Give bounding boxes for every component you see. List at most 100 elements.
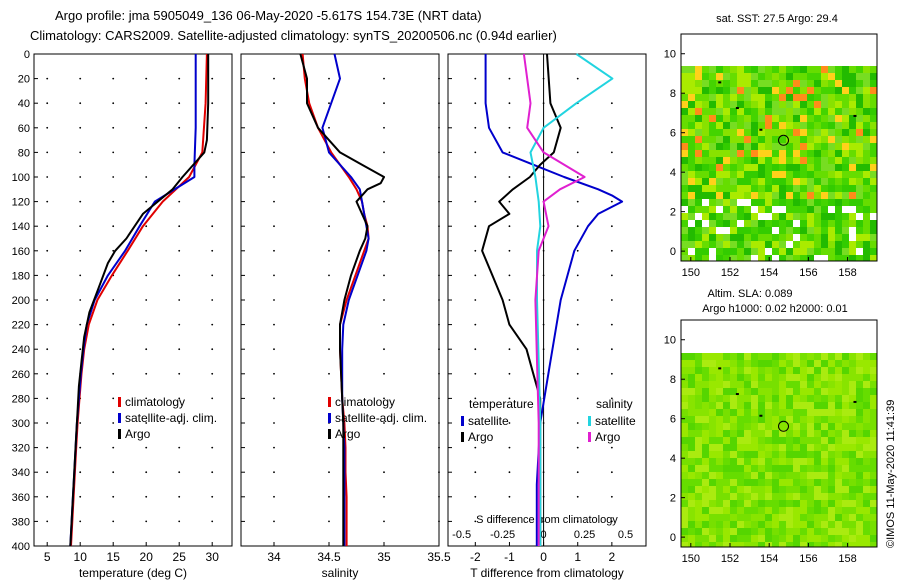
sla-map-cell bbox=[828, 451, 835, 458]
sst-map-cell bbox=[849, 108, 856, 115]
diff-grid-dot bbox=[474, 200, 477, 203]
diff-grid-dot bbox=[474, 176, 477, 178]
sst-map-cell bbox=[716, 150, 723, 157]
sst-map-cell bbox=[681, 136, 688, 143]
sla-map-cell bbox=[849, 430, 856, 437]
sst-map-cell bbox=[800, 157, 807, 164]
temp-grid-dot bbox=[112, 397, 115, 400]
sal-xtick-label: 35 bbox=[377, 550, 391, 564]
diff-grid-dot bbox=[576, 397, 579, 400]
temp-grid-dot bbox=[112, 323, 115, 326]
sst-map-cell bbox=[800, 164, 807, 171]
sst-map-cell bbox=[835, 248, 842, 255]
temp-grid-dot bbox=[46, 446, 49, 449]
sla-map-cell bbox=[786, 374, 793, 381]
sla-map-cell bbox=[744, 388, 751, 395]
sst-map-cell bbox=[828, 108, 835, 115]
sla-map-cell bbox=[716, 374, 723, 381]
sst-map-cell bbox=[709, 129, 716, 136]
sla-map-cell bbox=[814, 353, 821, 360]
sst-map-cell bbox=[793, 241, 800, 248]
sst-map-cell bbox=[772, 227, 779, 234]
temp-grid-dot bbox=[145, 495, 148, 498]
sst-map-cell bbox=[695, 192, 702, 199]
sst-map-cell bbox=[849, 73, 856, 80]
sal-grid-dot bbox=[328, 77, 330, 80]
sst-map-cell bbox=[779, 150, 786, 157]
sst-map-cell bbox=[800, 199, 807, 206]
diff-grid-dot bbox=[474, 520, 477, 523]
sla-map-cell bbox=[842, 500, 849, 507]
sst-map-cell bbox=[849, 129, 856, 136]
sla-map-cell bbox=[688, 388, 695, 395]
sla-map-cell bbox=[835, 514, 842, 521]
sst-map-cell bbox=[716, 241, 723, 248]
sst-map-cell bbox=[786, 192, 793, 199]
sla-map-cell bbox=[744, 402, 751, 409]
sst-map-cell bbox=[870, 220, 877, 227]
sal-grid-dot bbox=[273, 495, 275, 498]
sla-map-cell bbox=[800, 395, 807, 402]
sla-map-cell bbox=[688, 493, 695, 500]
sst-map-cell bbox=[737, 227, 744, 234]
sla-map-cell bbox=[835, 437, 842, 444]
sla-map-cell bbox=[863, 367, 870, 374]
sla-map-cell bbox=[723, 514, 730, 521]
sst-map-cell bbox=[786, 234, 793, 241]
sst-map-cell bbox=[723, 199, 730, 206]
sst-map-cell bbox=[723, 150, 730, 157]
sla-map-cell bbox=[737, 528, 744, 535]
sal-grid-dot bbox=[383, 446, 385, 449]
sst-map-cell bbox=[723, 255, 730, 261]
sla-map-cell bbox=[751, 535, 758, 542]
sst-map-cell bbox=[688, 108, 695, 115]
sst-map-cell bbox=[828, 241, 835, 248]
sal-grid-dot bbox=[273, 471, 275, 474]
sla-map-cell bbox=[744, 528, 751, 535]
sst-map-ytick-label: 6 bbox=[670, 128, 676, 140]
sst-map-cell bbox=[681, 227, 688, 234]
sla-map-cell bbox=[863, 402, 870, 409]
sst-map-cell bbox=[779, 94, 786, 101]
sst-map-cell bbox=[807, 108, 814, 115]
sst-map-cell bbox=[737, 171, 744, 178]
sst-map-cell bbox=[835, 87, 842, 94]
temp-grid-dot bbox=[79, 495, 82, 498]
sla-map-cell bbox=[737, 388, 744, 395]
sla-map-cell bbox=[709, 437, 716, 444]
salinity-panel: 34 34.5 35 35.5salinityclimatologysatellite… bbox=[240, 53, 451, 580]
sst-map-cell bbox=[779, 157, 786, 164]
sst-map-cell bbox=[730, 143, 737, 150]
sst-map-cell bbox=[702, 87, 709, 94]
temp-legend-label-black: Argo bbox=[125, 427, 151, 441]
sla-map-cell bbox=[758, 437, 765, 444]
sla-map-cell bbox=[863, 416, 870, 423]
sla-map-cell bbox=[723, 458, 730, 465]
sla-map-cell bbox=[786, 395, 793, 402]
sla-map-cell bbox=[758, 458, 765, 465]
sla-map-cell bbox=[800, 451, 807, 458]
temp-grid-dot bbox=[211, 225, 214, 228]
sal-xlabel: salinity bbox=[322, 566, 359, 580]
sla-map-cell bbox=[793, 416, 800, 423]
sla-map-cell bbox=[793, 458, 800, 465]
sla-map-cell bbox=[737, 437, 744, 444]
sla-map-cell bbox=[737, 374, 744, 381]
sst-map-cell bbox=[821, 206, 828, 213]
sal-grid-dot bbox=[273, 77, 275, 80]
temp-grid-dot bbox=[112, 126, 115, 129]
sla-map-cell bbox=[786, 472, 793, 479]
sst-map-cell bbox=[793, 255, 800, 261]
sla-map-cell bbox=[695, 528, 702, 535]
sla-map-cell bbox=[744, 486, 751, 493]
sla-map-cell bbox=[786, 367, 793, 374]
sst-map-cell bbox=[828, 73, 835, 80]
sla-map-cell bbox=[870, 416, 877, 423]
sst-map-cell bbox=[821, 66, 828, 73]
sla-map-cell bbox=[737, 542, 744, 547]
sst-map-cell bbox=[842, 157, 849, 164]
sla-map-cell bbox=[870, 521, 877, 528]
sst-map-cell bbox=[730, 241, 737, 248]
sst-map-cell bbox=[681, 94, 688, 101]
sla-map-cell bbox=[870, 437, 877, 444]
